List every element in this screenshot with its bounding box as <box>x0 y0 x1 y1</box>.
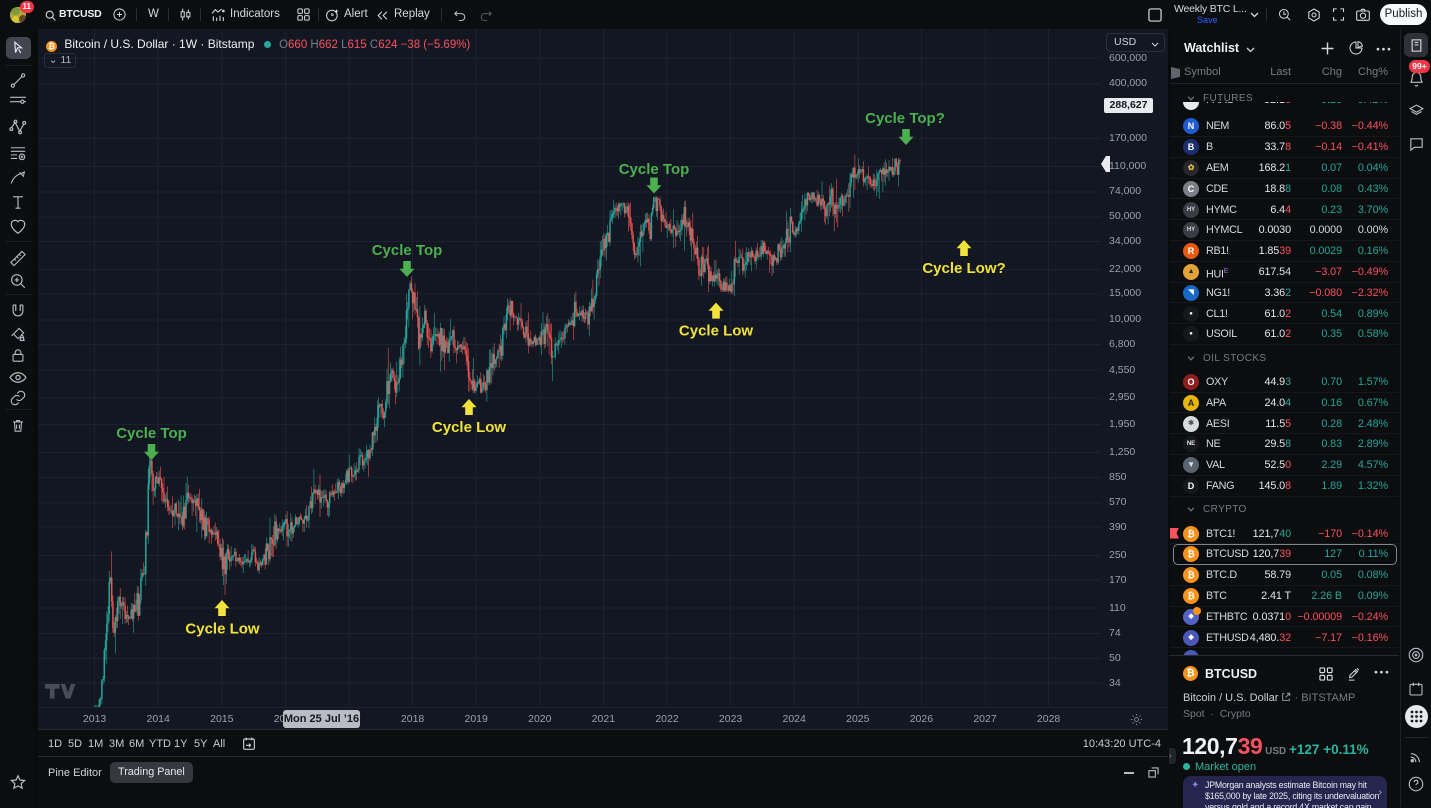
svg-text:Cycle Low: Cycle Low <box>679 323 754 340</box>
svg-text:Cycle Low: Cycle Low <box>185 621 260 638</box>
svg-text:Cycle Top: Cycle Top <box>372 242 443 259</box>
svg-text:Cycle Low: Cycle Low <box>432 419 507 436</box>
svg-text:Cycle Low?: Cycle Low? <box>922 260 1005 277</box>
svg-text:Cycle Top: Cycle Top <box>116 425 187 442</box>
svg-text:Cycle Top: Cycle Top <box>619 161 690 178</box>
svg-text:Cycle Top?: Cycle Top? <box>865 110 945 127</box>
